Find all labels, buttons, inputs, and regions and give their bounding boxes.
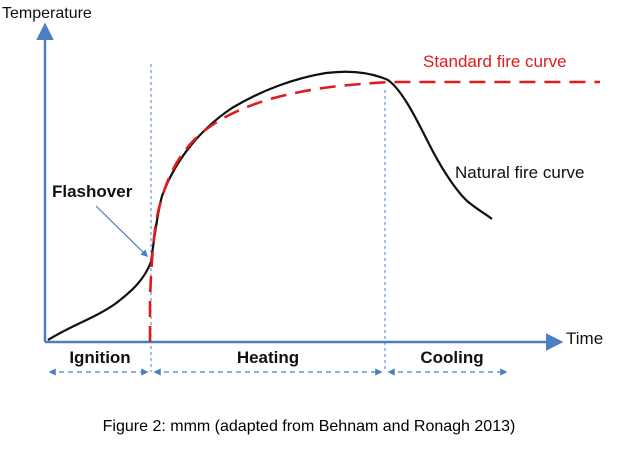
- flashover-pointer: [95, 205, 149, 258]
- phase-label-ignition: Ignition: [69, 348, 130, 367]
- natural-fire-curve: [47, 70, 493, 341]
- natural-curve-label: Natural fire curve: [455, 163, 584, 182]
- phase-label-heating: Heating: [237, 348, 299, 367]
- x-axis-label: Time: [566, 329, 603, 348]
- phase-label-cooling: Cooling: [420, 348, 483, 367]
- figure-caption: Figure 2: mmm (adapted from Behnam and R…: [102, 418, 516, 435]
- flashover-label: Flashover: [52, 182, 133, 201]
- standard-fire-curve: [148, 80, 600, 342]
- y-axis-label: Temperature: [2, 5, 92, 22]
- standard-curve-label: Standard fire curve: [423, 52, 567, 71]
